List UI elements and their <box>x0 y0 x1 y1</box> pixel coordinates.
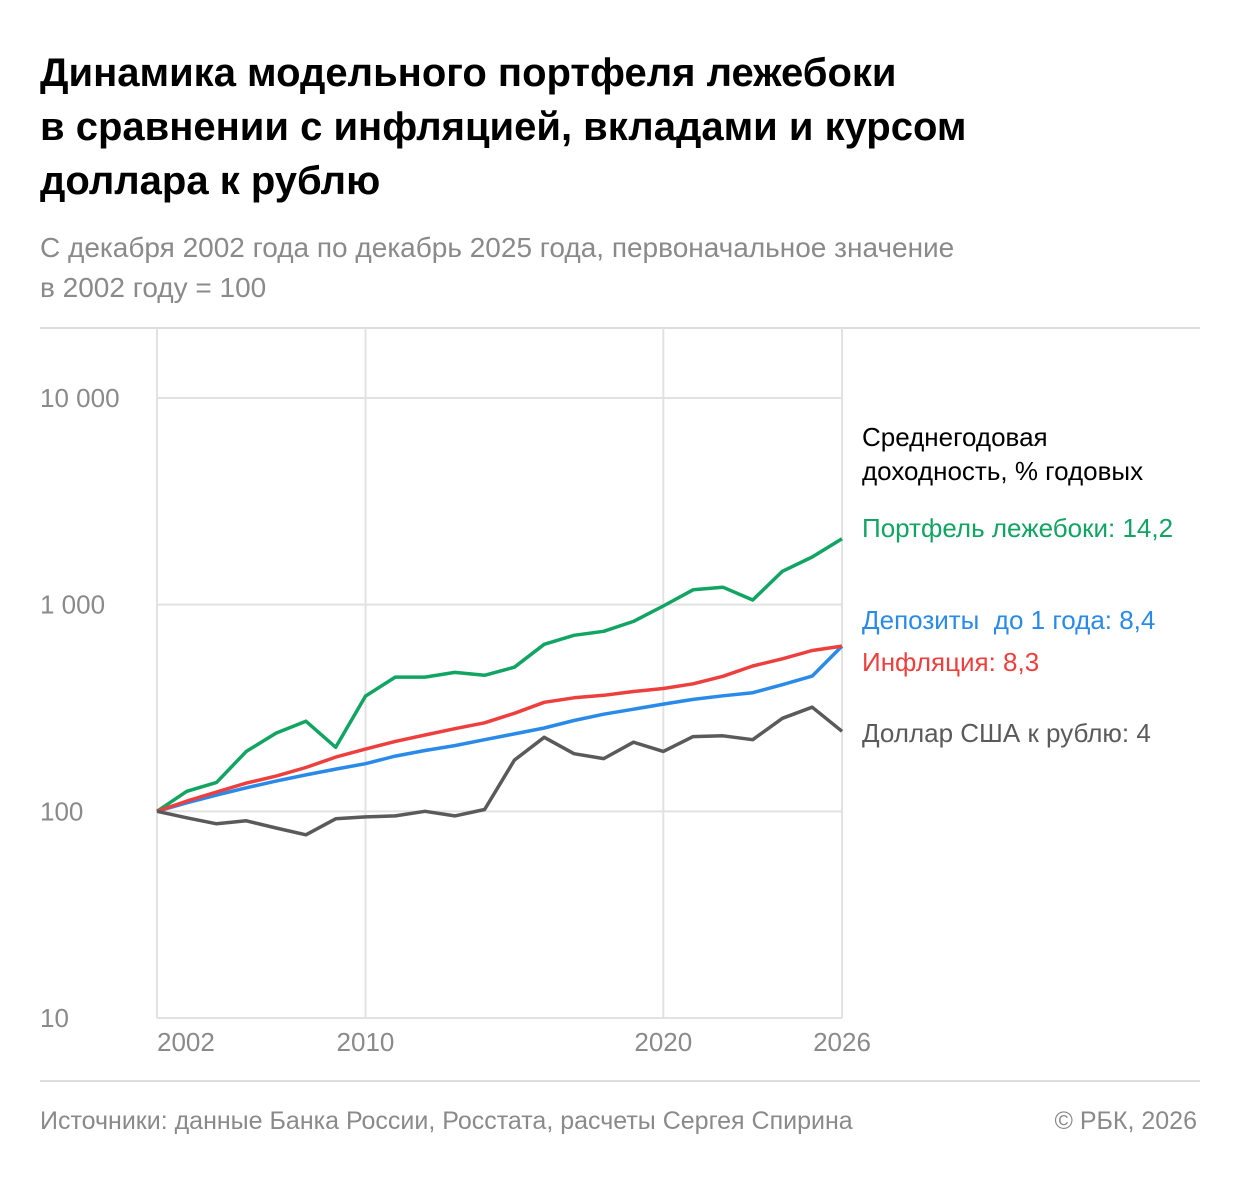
series-line <box>156 705 844 837</box>
x-tick-label: 2026 <box>813 1027 871 1057</box>
x-tick-label: 2002 <box>157 1027 215 1057</box>
chart-title: доллара к рублю <box>40 159 380 203</box>
copyright: © РБК, 2026 <box>1054 1107 1197 1135</box>
y-tick-label: 10 <box>40 1003 69 1033</box>
series-line <box>156 644 843 813</box>
series-line <box>156 644 844 813</box>
legend-entry: Депозиты до 1 года: 8,4 <box>862 605 1155 635</box>
x-tick-label: 2010 <box>337 1027 395 1057</box>
y-tick-label: 1 000 <box>40 590 105 620</box>
y-tick-label: 10 000 <box>40 383 120 413</box>
chart-title: в сравнении с инфляцией, вкладами и курс… <box>40 105 966 149</box>
chart-subtitle: С декабря 2002 года по декабрь 2025 года… <box>40 232 954 263</box>
legend-entry: Инфляция: 8,3 <box>862 647 1039 677</box>
y-tick-label: 100 <box>40 796 83 826</box>
legend-title: доходность, % годовых <box>862 456 1143 486</box>
source: Источники: данные Банка России, Росстата… <box>40 1107 853 1135</box>
chart-subtitle: в 2002 году = 100 <box>40 272 266 303</box>
x-tick-label: 2020 <box>634 1027 692 1057</box>
legend-entry: Доллар США к рублю: 4 <box>862 718 1151 748</box>
legend-title: Среднегодовая <box>862 422 1048 452</box>
series-line <box>156 537 843 813</box>
chart-title: Динамика модельного портфеля лежебоки <box>40 51 897 95</box>
legend-entry: Портфель лежебоки: 14,2 <box>862 513 1173 543</box>
